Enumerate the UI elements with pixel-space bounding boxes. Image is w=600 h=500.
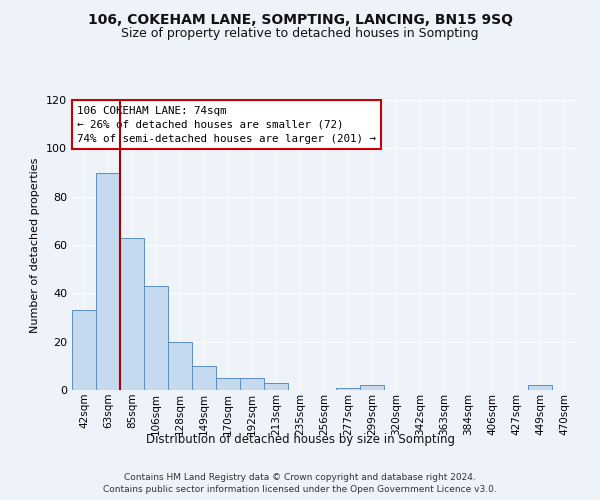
Text: Contains HM Land Registry data © Crown copyright and database right 2024.: Contains HM Land Registry data © Crown c… xyxy=(124,472,476,482)
Text: Distribution of detached houses by size in Sompting: Distribution of detached houses by size … xyxy=(146,432,455,446)
Bar xyxy=(336,388,360,390)
Bar xyxy=(264,383,288,390)
Text: Size of property relative to detached houses in Sompting: Size of property relative to detached ho… xyxy=(121,28,479,40)
Bar xyxy=(120,238,144,390)
Bar xyxy=(240,378,264,390)
Bar xyxy=(96,172,120,390)
Text: 106 COKEHAM LANE: 74sqm
← 26% of detached houses are smaller (72)
74% of semi-de: 106 COKEHAM LANE: 74sqm ← 26% of detache… xyxy=(77,106,376,144)
Bar xyxy=(144,286,168,390)
Text: 106, COKEHAM LANE, SOMPTING, LANCING, BN15 9SQ: 106, COKEHAM LANE, SOMPTING, LANCING, BN… xyxy=(88,12,512,26)
Bar xyxy=(168,342,192,390)
Bar xyxy=(192,366,216,390)
Text: Contains public sector information licensed under the Open Government Licence v3: Contains public sector information licen… xyxy=(103,485,497,494)
Bar xyxy=(72,310,96,390)
Bar xyxy=(360,385,384,390)
Bar xyxy=(528,385,552,390)
Bar xyxy=(216,378,240,390)
Y-axis label: Number of detached properties: Number of detached properties xyxy=(31,158,40,332)
